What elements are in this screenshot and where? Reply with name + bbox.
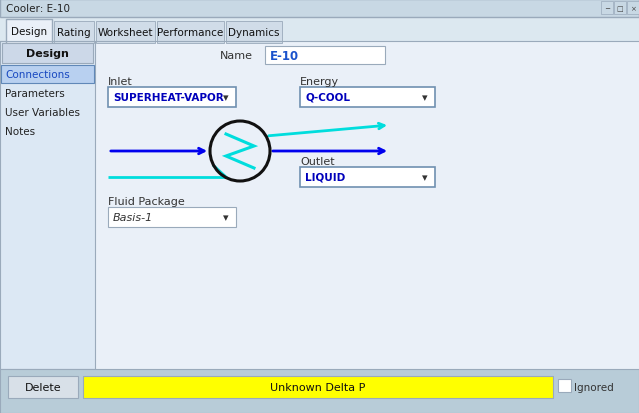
Bar <box>0 42 95 369</box>
Text: ▾: ▾ <box>223 93 229 103</box>
Text: Name: Name <box>220 51 253 61</box>
Bar <box>108 207 236 228</box>
Text: Notes: Notes <box>5 127 35 137</box>
Text: Rating: Rating <box>57 28 91 38</box>
Bar <box>1 66 94 84</box>
Text: E-10: E-10 <box>270 50 299 62</box>
Bar <box>300 168 435 188</box>
Text: ▾: ▾ <box>422 173 428 183</box>
Text: ─: ─ <box>605 6 609 12</box>
Bar <box>54 22 94 44</box>
Text: Dynamics: Dynamics <box>228 28 280 38</box>
Bar <box>8 376 78 398</box>
Bar <box>0 18 639 42</box>
Bar <box>614 2 626 15</box>
Bar <box>96 22 155 44</box>
Bar <box>95 42 639 369</box>
Bar <box>601 2 613 15</box>
Bar <box>558 379 571 392</box>
Bar <box>108 88 236 108</box>
Text: Basis-1: Basis-1 <box>113 212 153 223</box>
Text: Fluid Package: Fluid Package <box>108 197 185 206</box>
Text: Parameters: Parameters <box>5 89 65 99</box>
Bar <box>0 369 639 413</box>
Text: User Variables: User Variables <box>5 108 80 118</box>
Bar <box>226 22 282 44</box>
Text: Q-COOL: Q-COOL <box>305 93 350 103</box>
Bar <box>300 88 435 108</box>
Text: Inlet: Inlet <box>108 77 133 87</box>
Text: Delete: Delete <box>25 382 61 392</box>
Text: LIQUID: LIQUID <box>305 173 345 183</box>
Bar <box>0 0 639 18</box>
Text: ▾: ▾ <box>422 93 428 103</box>
Text: Design: Design <box>26 49 69 59</box>
Text: Design: Design <box>11 27 47 37</box>
Bar <box>627 2 639 15</box>
Bar <box>157 22 224 44</box>
Text: ×: × <box>630 6 636 12</box>
Text: □: □ <box>617 6 623 12</box>
Bar <box>6 20 52 44</box>
Bar <box>2 44 93 64</box>
Text: Energy: Energy <box>300 77 339 87</box>
Text: Performance: Performance <box>157 28 224 38</box>
Text: SUPERHEAT-VAPOR: SUPERHEAT-VAPOR <box>113 93 224 103</box>
Text: Cooler: E-10: Cooler: E-10 <box>6 4 70 14</box>
Text: Outlet: Outlet <box>300 157 335 166</box>
Bar <box>265 47 385 65</box>
Text: Unknown Delta P: Unknown Delta P <box>270 382 366 392</box>
Text: Ignored: Ignored <box>574 382 613 392</box>
Bar <box>83 376 553 398</box>
Text: Worksheet: Worksheet <box>98 28 153 38</box>
Text: Connections: Connections <box>5 70 70 80</box>
Text: ▾: ▾ <box>223 212 229 223</box>
